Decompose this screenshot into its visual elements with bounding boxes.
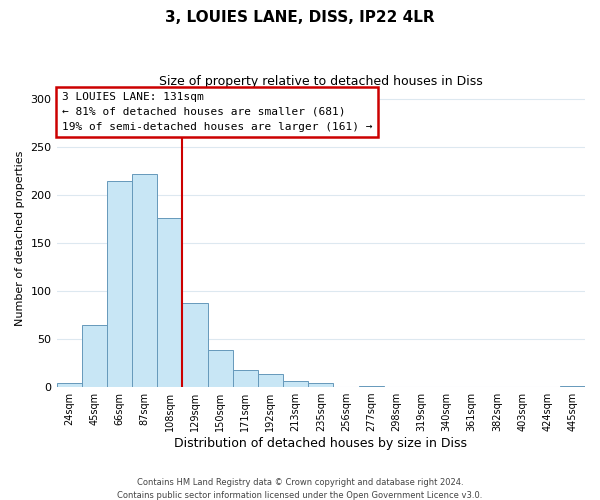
Text: 3 LOUIES LANE: 131sqm
← 81% of detached houses are smaller (681)
19% of semi-det: 3 LOUIES LANE: 131sqm ← 81% of detached … bbox=[62, 92, 373, 132]
Title: Size of property relative to detached houses in Diss: Size of property relative to detached ho… bbox=[159, 75, 482, 88]
Bar bbox=[157, 218, 182, 387]
Text: Contains HM Land Registry data © Crown copyright and database right 2024.
Contai: Contains HM Land Registry data © Crown c… bbox=[118, 478, 482, 500]
Bar bbox=[308, 383, 334, 387]
Bar bbox=[82, 324, 107, 387]
Bar bbox=[107, 182, 132, 387]
Text: 3, LOUIES LANE, DISS, IP22 4LR: 3, LOUIES LANE, DISS, IP22 4LR bbox=[165, 10, 435, 25]
Bar bbox=[560, 386, 585, 387]
X-axis label: Distribution of detached houses by size in Diss: Distribution of detached houses by size … bbox=[174, 437, 467, 450]
Bar bbox=[132, 174, 157, 387]
Bar bbox=[258, 374, 283, 387]
Bar bbox=[56, 383, 82, 387]
Bar bbox=[233, 370, 258, 387]
Bar bbox=[182, 302, 208, 387]
Y-axis label: Number of detached properties: Number of detached properties bbox=[15, 150, 25, 326]
Bar bbox=[208, 350, 233, 387]
Bar bbox=[283, 382, 308, 387]
Bar bbox=[359, 386, 383, 387]
